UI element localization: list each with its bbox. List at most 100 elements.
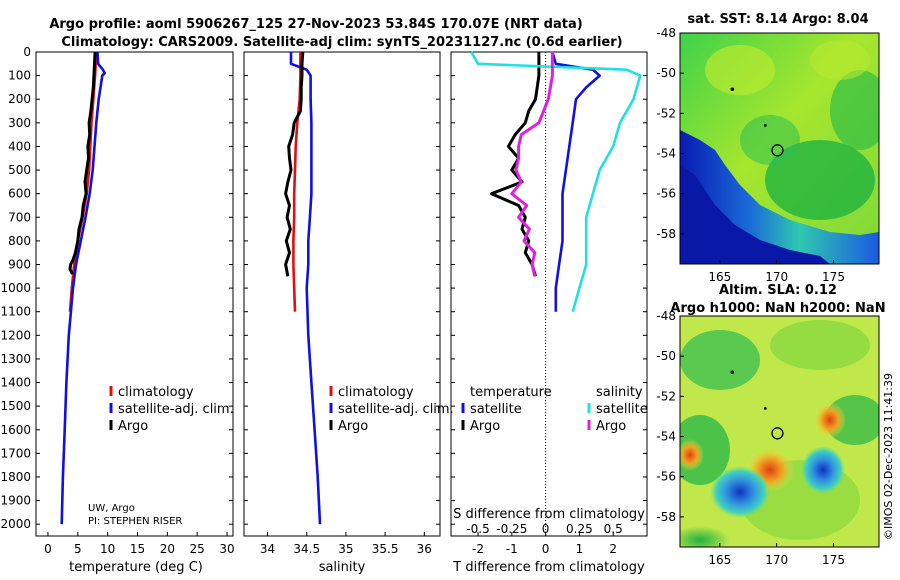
pressure-tick-label: 900 <box>8 257 31 271</box>
sst-map-field <box>680 33 879 264</box>
imos-timestamp: ©IMOS 02-Dec-2023 11:41:39 <box>882 373 895 540</box>
x-tick-label: 30 <box>219 542 234 556</box>
series-line-temperature-argo <box>490 52 541 277</box>
pressure-tick-label: 600 <box>8 187 31 201</box>
sla-map-field <box>680 316 879 547</box>
series-line-argo <box>284 51 305 277</box>
x-tick-label: 5 <box>74 542 82 556</box>
map-x-tick-label: 165 <box>708 553 731 567</box>
series-line-satellite-adj-clim- <box>60 51 106 525</box>
pressure-tick-label: 1500 <box>0 399 31 413</box>
legend-satellite-label: satellite-adj. clim. <box>118 402 234 417</box>
difference-panel-frame <box>450 51 648 537</box>
argo-position-marker <box>771 144 784 157</box>
sla-map-title-line1: Altim. SLA: 0.12 <box>719 283 837 298</box>
series-line-satellite-adj-clim- <box>289 52 322 525</box>
track-point <box>763 124 767 127</box>
salinity-legend: climatology satellite-adj. clim. Argo <box>329 385 454 434</box>
x-tick-label: 36 <box>417 542 432 556</box>
map-y-tick-label: -56 <box>656 187 676 201</box>
pressure-tick-label: 200 <box>8 92 31 106</box>
sla-map-frame <box>679 315 880 548</box>
salinity-panel-frame <box>243 51 441 537</box>
institution-note: UW, Argo <box>88 503 135 514</box>
s-tick-label: -0.5 <box>466 522 489 536</box>
x-tick-label: 34 <box>260 542 275 556</box>
x-tick-label: 10 <box>100 542 115 556</box>
x-tick-label: 34.5 <box>293 542 320 556</box>
map-y-tick-label: -58 <box>656 510 676 524</box>
temperature-plot: 0 5 10 15 20 25 30 <box>44 51 235 556</box>
pressure-tick-label: 2000 <box>0 517 31 531</box>
series-line-salinity-satellite <box>470 51 642 313</box>
map-y-tick-label: -52 <box>656 389 676 403</box>
salinity-plot: 34 34.5 35 35.5 36 <box>260 51 432 556</box>
x-tick-label: -2 <box>472 542 484 556</box>
pressure-tick-label: 1700 <box>0 446 31 460</box>
track-point <box>763 407 767 410</box>
pressure-tick-label: 1400 <box>0 376 31 390</box>
sla-map-title-line2: Argo h1000: NaN h2000: NaN <box>670 301 885 316</box>
legend-s-argo-label: Argo <box>596 419 626 434</box>
s-tick-label: 0.5 <box>604 522 623 536</box>
x-tick-label: 1 <box>576 542 584 556</box>
map-y-tick-label: -58 <box>656 227 676 241</box>
s-difference-axis-label: S difference from climatology <box>453 507 645 522</box>
x-tick-label: 0 <box>542 542 550 556</box>
x-tick-label: 25 <box>190 542 205 556</box>
map-y-tick-label: -54 <box>656 147 676 161</box>
pressure-tick-label: 1100 <box>0 305 31 319</box>
map-x-tick-label: 170 <box>765 270 788 284</box>
pressure-tick-label: 0 <box>23 45 31 59</box>
x-tick-label: 20 <box>160 542 175 556</box>
sla-map-overlay: 165 170 175 -48 -50 -52 -54 -56 -58 <box>656 309 845 567</box>
legend-t-argo-label: Argo <box>470 419 500 434</box>
legend-salinity-title: salinity <box>596 385 643 400</box>
map-y-tick-label: -54 <box>656 430 676 444</box>
sst-map-overlay: 165 170 175 -48 -50 -52 -54 -56 -58 <box>656 26 845 284</box>
pressure-tick-label: 1000 <box>0 281 31 295</box>
legend-s-satellite-label: satellite <box>596 402 648 417</box>
legend-argo-label: Argo <box>118 419 148 434</box>
s-tick-label: -0.25 <box>496 522 527 536</box>
map-y-tick-label: -50 <box>656 349 676 363</box>
difference-plot: -2 -1 0 1 2 -0.5 -0.25 0 0.25 0.5 <box>466 51 642 556</box>
pressure-axis: 0 100 200 300 400 500 600 700 800 900 1000 1100 1200… <box>0 45 647 531</box>
pressure-tick-label: 1800 <box>0 470 31 484</box>
temperature-axis-label: temperature (deg C) <box>69 560 203 575</box>
map-x-tick-label: 175 <box>822 553 845 567</box>
x-tick-label: 2 <box>609 542 617 556</box>
argo-position-marker <box>771 427 784 440</box>
map-y-tick-label: -48 <box>656 309 676 323</box>
s-tick-label: 0 <box>542 522 550 536</box>
t-difference-axis-label: T difference from climatology <box>452 560 645 575</box>
map-x-tick-label: 175 <box>822 270 845 284</box>
x-tick-label: 15 <box>130 542 145 556</box>
pressure-tick-label: 700 <box>8 210 31 224</box>
temperature-panel-frame <box>35 51 234 537</box>
pressure-tick-label: 100 <box>8 69 31 83</box>
x-tick-label: 0 <box>44 542 52 556</box>
pressure-tick-label: 800 <box>8 234 31 248</box>
series-line-temperature-satellite <box>551 51 602 312</box>
series-line-argo <box>68 51 97 275</box>
map-y-tick-label: -52 <box>656 106 676 120</box>
temperature-legend: climatology satellite-adj. clim. Argo <box>109 385 234 434</box>
sst-map-frame <box>679 32 880 265</box>
pressure-tick-label: 300 <box>8 116 31 130</box>
sst-map-title: sat. SST: 8.14 Argo: 8.04 <box>687 12 868 27</box>
pressure-tick-label: 1300 <box>0 352 31 366</box>
salinity-axis-label: salinity <box>319 560 366 575</box>
pressure-tick-label: 1600 <box>0 423 31 437</box>
track-point <box>730 370 735 375</box>
map-y-tick-label: -48 <box>656 26 676 40</box>
s-tick-label: 0.25 <box>566 522 593 536</box>
track-point <box>730 87 735 92</box>
legend-satellite-label: satellite-adj. clim. <box>338 402 454 417</box>
legend-t-satellite-label: satellite <box>470 402 522 417</box>
legend-temperature-title: temperature <box>470 385 552 400</box>
figure-title-line2: Climatology: CARS2009. Satellite-adj cli… <box>61 35 622 50</box>
legend-climatology-label: climatology <box>118 385 194 400</box>
pressure-tick-label: 1200 <box>0 328 31 342</box>
